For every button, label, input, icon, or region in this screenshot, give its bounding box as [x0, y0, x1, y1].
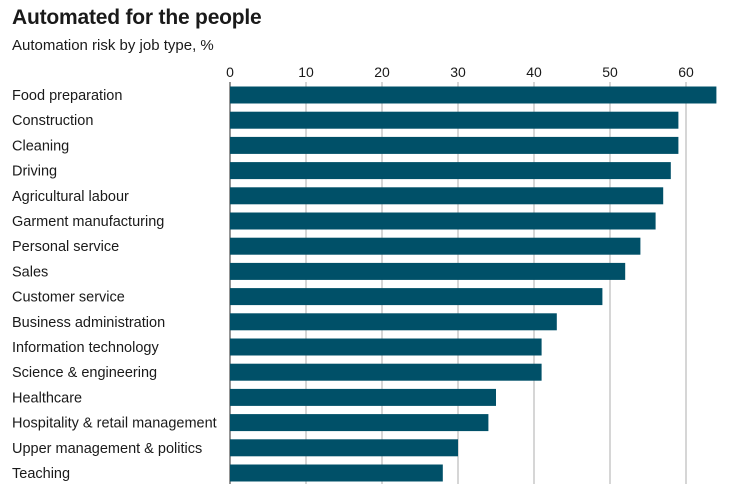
x-tick-label-30: 30 [450, 64, 466, 80]
category-label-13: Hospitality & retail management [12, 416, 217, 432]
bar-9 [230, 313, 557, 331]
category-label-9: Business administration [12, 315, 165, 331]
category-label-14: Upper management & politics [12, 441, 202, 457]
category-label-0: Food preparation [12, 88, 122, 104]
bar-11 [230, 363, 542, 381]
x-tick-label-20: 20 [374, 64, 390, 80]
category-label-7: Sales [12, 264, 48, 280]
bar-5 [230, 212, 656, 230]
bar-1 [230, 111, 679, 129]
category-label-15: Teaching [12, 466, 70, 482]
bars [230, 86, 717, 482]
category-label-6: Personal service [12, 239, 119, 255]
category-label-10: Information technology [12, 340, 159, 356]
bar-7 [230, 262, 626, 280]
category-label-4: Agricultural labour [12, 189, 129, 205]
x-tick-label-10: 10 [298, 64, 314, 80]
bar-14 [230, 439, 458, 457]
category-label-8: Customer service [12, 290, 125, 306]
category-labels: Food preparation Construction Cleaning Driv… [12, 88, 217, 482]
bar-15 [230, 464, 443, 482]
category-label-2: Cleaning [12, 138, 69, 154]
category-label-5: Garment manufacturing [12, 214, 164, 230]
x-tick-label-0: 0 [226, 64, 234, 80]
bar-6 [230, 237, 641, 255]
bar-8 [230, 288, 603, 306]
category-label-3: Driving [12, 164, 57, 180]
bar-10 [230, 338, 542, 356]
category-label-11: Science & engineering [12, 365, 157, 381]
bar-3 [230, 162, 671, 180]
x-tick-label-40: 40 [526, 64, 542, 80]
category-label-12: Healthcare [12, 390, 82, 406]
chart-title: Automated for the people [12, 6, 262, 29]
x-tick-labels: 0 10 20 30 40 50 60 [226, 64, 694, 80]
bar-2 [230, 136, 679, 154]
x-tick-label-60: 60 [678, 64, 694, 80]
bar-12 [230, 388, 496, 406]
x-tick-label-50: 50 [602, 64, 618, 80]
chart-subtitle: Automation risk by job type, % [12, 37, 214, 54]
bar-4 [230, 187, 664, 205]
bar-0 [230, 86, 717, 104]
category-label-1: Construction [12, 113, 93, 129]
bar-13 [230, 414, 489, 432]
